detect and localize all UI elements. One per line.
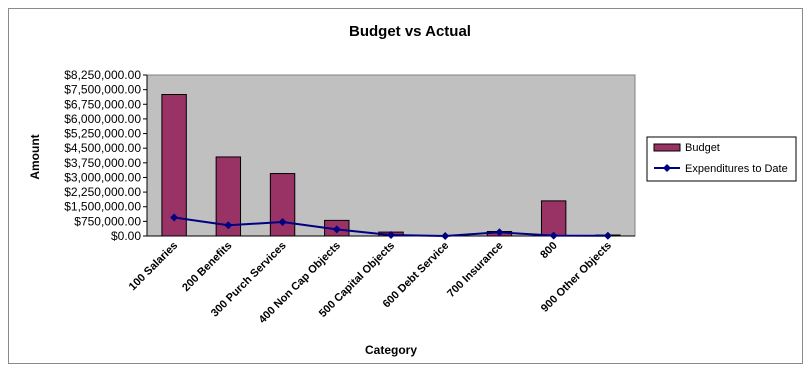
expenditure-point bbox=[549, 231, 558, 240]
y-tick-label: $4,500,000.00 bbox=[64, 141, 141, 155]
y-tick-label: $3,000,000.00 bbox=[64, 170, 141, 184]
category-label: 200 Benefits bbox=[180, 240, 234, 294]
y-axis-title: Amount bbox=[28, 134, 42, 179]
y-tick-label: $3,750,000.00 bbox=[64, 156, 141, 170]
y-tick-label: $5,250,000.00 bbox=[64, 127, 141, 141]
expenditure-point bbox=[170, 213, 179, 222]
expenditure-point bbox=[495, 228, 504, 237]
y-tick-label: $2,250,000.00 bbox=[64, 185, 141, 199]
chart-frame: Budget vs Actual Amount Category $0.00 $7… bbox=[8, 8, 803, 364]
expenditure-point bbox=[387, 231, 395, 240]
y-tick-label: $6,000,000.00 bbox=[64, 112, 141, 126]
expenditures-line bbox=[170, 213, 612, 240]
budget-bar bbox=[540, 200, 567, 237]
budget-bars bbox=[161, 94, 621, 237]
category-label: 800 bbox=[538, 240, 559, 261]
category-label: 100 Salaries bbox=[127, 240, 180, 293]
legend-diamond-marker bbox=[663, 164, 671, 172]
expenditure-point bbox=[332, 225, 341, 234]
chart-svg: Budget vs Actual Amount Category $0.00$7… bbox=[28, 23, 797, 357]
y-tick-label: $6,750,000.00 bbox=[64, 97, 141, 111]
category-label: 700 Insurance bbox=[445, 240, 505, 300]
expenditure-point bbox=[441, 232, 450, 240]
y-tick-label: $0.00 bbox=[111, 229, 141, 243]
y-tick-label: $750,000.00 bbox=[74, 214, 141, 228]
legend: Budget Expenditures to Date bbox=[646, 136, 797, 182]
budget-bar bbox=[269, 173, 296, 237]
legend-expenditures-label: Expenditures to Date bbox=[685, 163, 788, 175]
y-tick-label: $7,500,000.00 bbox=[64, 83, 141, 97]
chart-title: Budget vs Actual bbox=[349, 23, 471, 40]
expenditure-point bbox=[224, 221, 233, 230]
y-tick-label: $8,250,000.00 bbox=[64, 68, 141, 82]
x-axis-title: Category bbox=[365, 343, 417, 357]
expenditure-point bbox=[278, 217, 287, 226]
legend-budget-label: Budget bbox=[685, 142, 720, 154]
legend-budget-swatch bbox=[653, 143, 681, 152]
y-tick-label: $1,500,000.00 bbox=[64, 200, 141, 214]
expenditure-point bbox=[603, 231, 612, 240]
budget-bar bbox=[161, 94, 187, 237]
